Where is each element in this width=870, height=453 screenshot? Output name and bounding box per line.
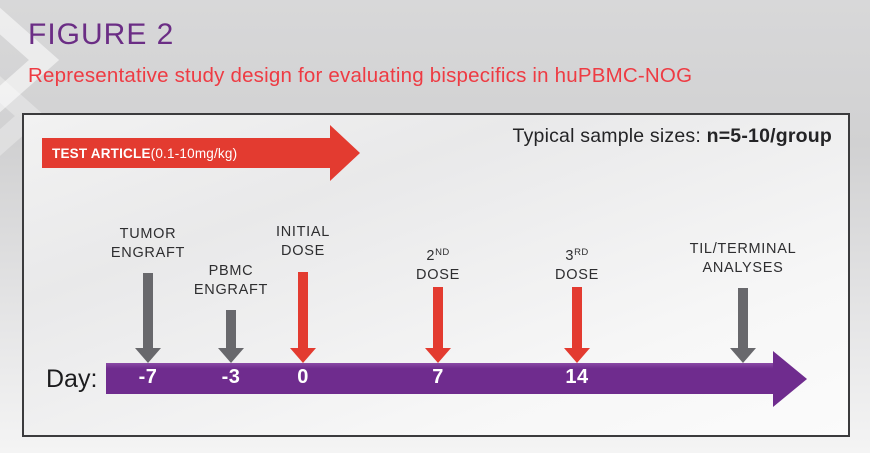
test-article-label: TEST ARTICLE (52, 145, 151, 161)
event-label-tumor-engraft: TUMOR ENGRAFT (58, 221, 238, 263)
event-label-line1: TUMOR (119, 226, 177, 242)
day-tick-14: 14 (565, 366, 589, 388)
til-terminal-arrowhead-icon (730, 348, 756, 363)
event-label-til-terminal: TIL/TERMINAL ANALYSES (653, 236, 833, 278)
event-label-line1: INITIAL (275, 224, 331, 240)
sample-size-prefix: Typical sample sizes: (512, 125, 707, 147)
day-axis-label: Day: (46, 365, 98, 393)
initial-dose-arrowhead-icon (290, 348, 316, 363)
initial-dose-arrow (298, 272, 308, 348)
tumor-engraft-arrowhead-icon (135, 348, 161, 363)
event-label-line2: DOSE (281, 243, 325, 259)
day-tick-0: 0 (297, 366, 309, 388)
pbmc-engraft-arrowhead-icon (218, 348, 244, 363)
timeline-arrowhead-icon (773, 351, 807, 407)
tumor-engraft-arrow (143, 273, 153, 348)
event-label-line2: ENGRAFT (193, 282, 269, 298)
test-article-dose: (0.1-10mg/kg) (150, 145, 238, 161)
event-label-sup: ND (435, 247, 450, 258)
event-label-line2: ENGRAFT (110, 245, 186, 261)
study-design-panel: TEST ARTICLE (0.1-10mg/kg) Typical sampl… (22, 113, 850, 437)
event-label-line1: TIL/TERMINAL (689, 241, 797, 257)
event-label-third-dose: 3RD DOSE (487, 243, 667, 285)
sample-size-value: n=5-10/group (706, 125, 832, 147)
day-tick-7: 7 (432, 366, 444, 388)
pbmc-engraft-arrow (226, 310, 236, 348)
event-label-sup: RD (574, 247, 589, 258)
event-label-initial-dose: INITIAL DOSE (213, 219, 393, 261)
day-tick--7: -7 (138, 366, 158, 388)
event-label-line1: 2 (426, 248, 436, 264)
second-dose-arrowhead-icon (425, 348, 451, 363)
event-label-line2: DOSE (416, 267, 460, 283)
event-label-line2: DOSE (555, 267, 599, 283)
event-label-line2: ANALYSES (702, 260, 784, 276)
timeline-bar (106, 363, 773, 394)
second-dose-arrow (433, 287, 443, 348)
third-dose-arrowhead-icon (564, 348, 590, 363)
sample-size-note: Typical sample sizes: n=5-10/group (513, 125, 832, 148)
test-article-arrowhead-icon (330, 125, 360, 181)
figure-subtitle: Representative study design for evaluati… (28, 64, 693, 87)
day-tick--3: -3 (221, 366, 241, 388)
til-terminal-arrow (738, 288, 748, 348)
test-article-arrow: TEST ARTICLE (0.1-10mg/kg) (42, 138, 330, 168)
third-dose-arrow (572, 287, 582, 348)
event-label-line1: 3 (565, 248, 575, 264)
figure-label: FIGURE 2 (28, 18, 175, 51)
event-label-pbmc-engraft: PBMC ENGRAFT (141, 258, 321, 300)
event-label-second-dose: 2ND DOSE (348, 243, 528, 285)
event-label-line1: PBMC (208, 263, 254, 279)
